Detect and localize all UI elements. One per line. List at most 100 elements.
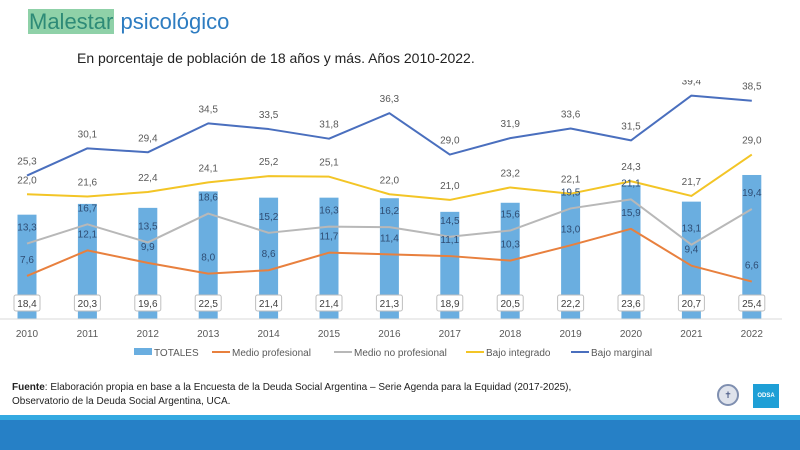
data-label-medio-no-profesional: 14,5 (440, 216, 460, 227)
data-label-medio-profesional: 8,0 (201, 253, 215, 264)
data-label-box-totales (496, 294, 524, 312)
data-label-bajo-marginal: 34,5 (198, 104, 218, 115)
data-label-box-totales (73, 294, 101, 312)
lines-layer (26, 94, 753, 283)
line-bajo-marginal (26, 94, 752, 177)
data-label-medio-profesional: 9,4 (684, 245, 698, 256)
legend-swatch-totales (134, 348, 152, 355)
data-label-box-totales (375, 294, 403, 312)
x-tick-label: 2013 (197, 329, 220, 340)
data-label-bajo-marginal: 38,5 (742, 82, 762, 93)
data-label-medio-profesional: 6,6 (745, 261, 759, 272)
data-label-medio-profesional: 7,6 (20, 255, 34, 266)
data-label-bajo-integrado: 22,0 (380, 175, 400, 186)
bar-totales-2020 (621, 185, 641, 319)
data-label-bajo-marginal: 30,1 (78, 129, 98, 140)
line-medio-no-profesional (26, 198, 753, 246)
data-label-medio-no-profesional: 16,2 (380, 206, 400, 217)
data-label-medio-profesional: 10,3 (500, 240, 520, 251)
data-label-totales: 21,3 (380, 299, 400, 310)
data-label-box-totales (436, 294, 464, 312)
x-tick-labels: 2010 2011 2012 2013 2014 2015 2016 2017 2018 2019… (16, 329, 763, 340)
line-bajo-integrado (26, 153, 753, 201)
data-label-bajo-marginal: 31,5 (621, 121, 641, 132)
bar-totales-2019 (561, 193, 581, 319)
x-tick-label: 2018 (499, 329, 522, 340)
data-label-bajo-integrado: 21,0 (440, 181, 460, 192)
footer-band (0, 420, 800, 450)
data-label-medio-profesional: 11,4 (380, 233, 399, 244)
uca-seal-icon: ✝ (717, 384, 739, 406)
data-label-medio-no-profesional: 19,4 (742, 188, 762, 199)
x-tick-label: 2010 (16, 329, 39, 340)
data-label-totales: 20,7 (682, 299, 702, 310)
legend-label-bajo-marginal: Bajo marginal (591, 348, 652, 359)
data-label-bajo-integrado: 21,7 (682, 177, 702, 188)
title-rest: psicológico (120, 9, 230, 34)
data-label-bajo-integrado: 22,4 (138, 173, 158, 184)
data-label-medio-no-profesional: 19,5 (561, 187, 581, 198)
data-label-totales: 21,4 (319, 299, 339, 310)
data-label-bajo-integrado: 23,2 (500, 168, 520, 179)
page-title: Malestar psicológico (28, 8, 229, 36)
data-label-bajo-integrado: 24,1 (198, 163, 218, 174)
data-label-medio-no-profesional: 21,1 (621, 178, 641, 189)
bar-totales-2013 (198, 191, 218, 319)
legend-label-bajo-integrado: Bajo integrado (486, 348, 551, 359)
x-tick-label: 2022 (741, 329, 764, 340)
data-label-medio-no-profesional: 15,6 (500, 210, 520, 221)
data-label-medio-no-profesional: 13,3 (17, 223, 37, 234)
source-text-2: Observatorio de la Deuda Social Argentin… (12, 396, 231, 407)
labels-layer: 7,6 12,1 9,9 8,0 8,6 11,7 11,4 11,1 10,3 13,0 15,9… (13, 80, 766, 312)
x-tick-label: 2020 (620, 329, 643, 340)
data-label-medio-profesional: 8,6 (262, 249, 276, 260)
data-label-bajo-marginal: 33,5 (259, 110, 279, 121)
data-label-box-totales (557, 294, 585, 312)
data-label-totales: 20,5 (500, 299, 520, 310)
bar-totales-2011 (77, 203, 97, 319)
data-label-medio-profesional: 13,0 (561, 224, 581, 235)
data-label-bajo-marginal: 31,9 (500, 119, 520, 130)
bar-totales-2014 (259, 197, 279, 319)
data-label-bajo-integrado: 29,0 (742, 136, 762, 147)
data-label-bajo-marginal: 36,3 (380, 94, 400, 105)
x-tick-label: 2015 (318, 329, 341, 340)
data-label-box-totales (617, 294, 645, 312)
data-label-medio-no-profesional: 15,2 (259, 212, 279, 223)
data-label-totales: 22,5 (198, 299, 218, 310)
chart: 7,6 12,1 9,9 8,0 8,6 11,7 11,4 11,1 10,3 13,0 15,9… (0, 80, 782, 359)
data-label-medio-no-profesional: 13,5 (138, 221, 158, 232)
data-label-box-totales (13, 294, 41, 312)
data-label-medio-profesional: 9,9 (141, 242, 155, 253)
data-label-bajo-marginal: 29,0 (440, 136, 460, 147)
data-label-medio-no-profesional: 13,1 (682, 224, 702, 235)
data-label-totales: 23,6 (621, 299, 641, 310)
data-label-box-totales (194, 294, 222, 312)
data-label-bajo-integrado: 22,1 (561, 175, 581, 186)
data-label-bajo-marginal: 25,3 (17, 157, 37, 168)
footer-band-light (0, 415, 800, 420)
line-medio-profesional (26, 227, 753, 283)
legend-label-medio-profesional: Medio profesional (232, 348, 311, 359)
data-label-totales: 18,9 (440, 299, 460, 310)
x-tick-label: 2012 (137, 329, 160, 340)
data-label-medio-no-profesional: 16,7 (78, 203, 98, 214)
legend: TOTALES Medio profesional Medio no profesi… (134, 348, 652, 359)
data-label-totales: 22,2 (561, 299, 581, 310)
bar-totales-2010 (17, 214, 37, 319)
data-label-totales: 25,4 (742, 299, 762, 310)
source-label: Fuente (12, 382, 45, 393)
data-label-totales: 20,3 (78, 299, 98, 310)
source-note: Fuente: Elaboración propia en base a la … (12, 381, 571, 409)
title-highlight: Malestar (28, 9, 115, 34)
data-label-bajo-integrado: 21,6 (78, 178, 98, 189)
data-label-bajo-marginal: 39,4 (682, 80, 702, 88)
x-tick-label: 2016 (378, 329, 401, 340)
bar-totales-2017 (440, 211, 460, 319)
x-tick-label: 2019 (559, 329, 582, 340)
data-label-totales: 19,6 (138, 299, 158, 310)
data-label-bajo-marginal: 33,6 (561, 109, 581, 120)
x-tick-label: 2021 (680, 329, 703, 340)
data-label-box-totales (134, 294, 162, 312)
legend-label-medio-no-profesional: Medio no profesional (354, 348, 447, 359)
